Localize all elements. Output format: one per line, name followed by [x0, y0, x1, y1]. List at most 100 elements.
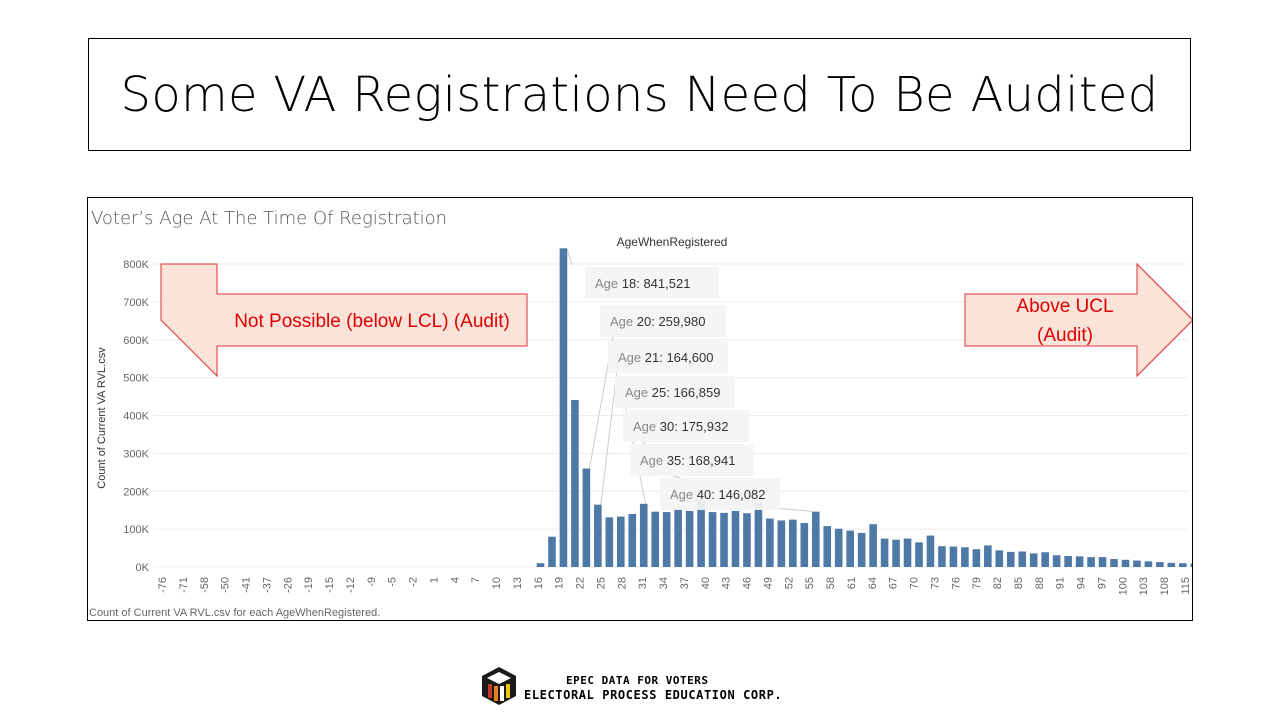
left-arrow-callout: Not Possible (below LCL) (Audit) — [160, 263, 528, 378]
chart-panel: 0K 100K 200K 300K 400K 500K 600K 700K 800K -76 -71… — [87, 197, 1193, 621]
slide-title: Some VA Registrations Need To Be Audited — [120, 66, 1159, 123]
x-tick-label: -19 — [303, 577, 315, 593]
bar — [1018, 551, 1027, 567]
bar — [582, 468, 591, 567]
annotation-box — [630, 444, 754, 476]
x-tick-label: -41 — [241, 577, 253, 593]
bar — [834, 528, 843, 567]
bar — [1006, 551, 1015, 567]
x-tick-label: 4 — [449, 577, 461, 583]
left-arrow-label: Not Possible (below LCL) (Audit) — [234, 311, 510, 332]
annotation-label: Age 30: 175,932 — [633, 419, 728, 434]
y-tick-label: 700K — [123, 297, 149, 309]
y-tick-label: 600K — [123, 335, 149, 347]
x-tick-label: -76 — [157, 577, 169, 593]
bar — [1121, 559, 1130, 567]
histogram-chart: 0K 100K 200K 300K 400K 500K 600K 700K 800K -76 -71… — [89, 208, 1192, 619]
bar — [1133, 560, 1141, 567]
bar — [1144, 561, 1153, 567]
x-tick-label: 37 — [679, 577, 691, 589]
x-tick-label: 61 — [846, 577, 858, 589]
bar — [1179, 563, 1187, 567]
bar — [651, 511, 659, 567]
bar — [708, 512, 717, 567]
x-tick-label: 34 — [658, 577, 670, 589]
x-tick-label: 97 — [1096, 577, 1108, 589]
slide-title-box: Some VA Registrations Need To Be Audited — [88, 38, 1191, 151]
x-tick-label: -15 — [324, 577, 336, 593]
bar — [662, 512, 671, 567]
y-tick-label: 500K — [123, 373, 149, 385]
x-tick-label: -58 — [199, 577, 211, 593]
bar — [616, 516, 625, 567]
x-tick-label: 67 — [888, 577, 900, 589]
bar — [1110, 559, 1118, 567]
bar — [800, 523, 809, 567]
x-tick-label: 70 — [909, 577, 921, 589]
bar — [823, 526, 832, 567]
x-tick-label: 22 — [575, 577, 587, 589]
x-tick-label: -5 — [387, 577, 399, 587]
logo-line-2: ELECTORAL PROCESS EDUCATION CORP. — [524, 688, 783, 702]
bar — [869, 524, 877, 567]
bar — [754, 503, 763, 567]
annotation-label: Age 25: 166,859 — [625, 385, 720, 400]
annotation-label: Age 21: 164,600 — [618, 350, 713, 365]
bar — [1190, 563, 1192, 567]
bar — [811, 511, 820, 567]
bar — [697, 500, 705, 567]
bar — [536, 563, 545, 567]
y-tick-label: 400K — [123, 411, 149, 423]
x-tick-label: 100 — [1117, 577, 1129, 595]
x-tick-label: 40 — [700, 577, 712, 589]
bar — [1098, 557, 1107, 567]
bar — [605, 517, 614, 567]
bar — [594, 504, 602, 567]
x-tick-label: -37 — [261, 577, 273, 593]
x-tick-label: 82 — [992, 577, 1004, 589]
bar — [1156, 562, 1164, 567]
annotation-label: Age 18: 841,521 — [595, 276, 690, 291]
bar — [743, 513, 751, 567]
annotation-leader — [566, 250, 573, 266]
bar — [1064, 556, 1072, 567]
logo-line-1: EPEC DATA FOR VOTERS — [566, 674, 709, 687]
x-tick-label: -9 — [366, 577, 378, 587]
chart-title: Voter’s Age At The Time Of Registration — [91, 208, 447, 229]
right-arrow-label-2: (Audit) — [1037, 325, 1093, 346]
annotation-box — [608, 341, 728, 373]
x-tick-label: 46 — [742, 577, 754, 589]
x-tick-label: 28 — [616, 577, 628, 589]
bar — [984, 545, 992, 567]
bar — [1075, 556, 1084, 567]
bar — [766, 518, 774, 567]
x-tick-label: 31 — [637, 577, 649, 589]
bar — [571, 399, 579, 567]
bar — [777, 520, 786, 567]
bar — [995, 550, 1004, 567]
x-tick-label: -71 — [178, 577, 190, 593]
annotation-box — [585, 267, 719, 299]
x-tick-label: 13 — [512, 577, 524, 589]
bar — [548, 536, 556, 567]
x-tick-label: 73 — [929, 577, 941, 589]
axes: 0K 100K 200K 300K 400K 500K 600K 700K 800K -76 -71… — [123, 259, 1192, 595]
bar — [674, 508, 682, 567]
bar — [915, 542, 923, 567]
bar — [892, 539, 900, 567]
bars — [536, 248, 1192, 567]
x-tick-label: 76 — [950, 577, 962, 589]
bar — [961, 547, 969, 567]
x-tick-label: 10 — [491, 577, 503, 589]
bar — [972, 549, 981, 567]
x-tick-label: -50 — [220, 577, 232, 593]
y-tick-label: 800K — [123, 259, 149, 271]
chart-caption: Count of Current VA RVL.csv for each Age… — [89, 607, 380, 619]
bar — [639, 503, 648, 567]
x-tick-label: -26 — [282, 577, 294, 593]
bar — [1167, 562, 1176, 567]
x-tick-label: 88 — [1034, 577, 1046, 589]
bar — [628, 513, 637, 567]
x-tick-label: 108 — [1159, 577, 1171, 595]
y-axis-title: Count of Current VA RVL.csv — [96, 347, 108, 489]
